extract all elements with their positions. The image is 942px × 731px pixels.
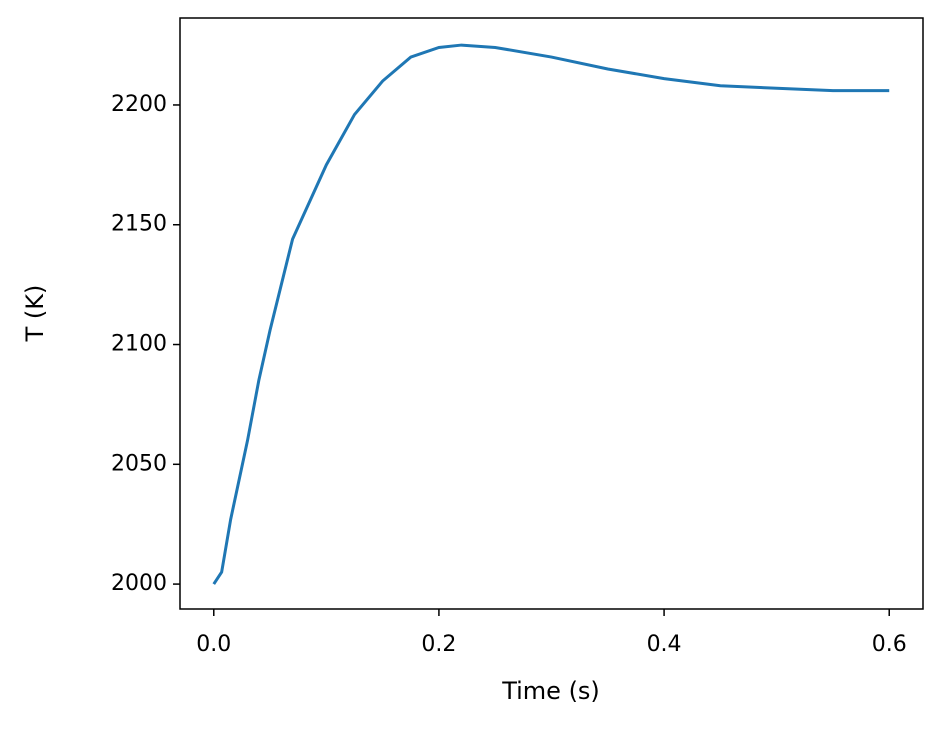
y-tick-label: 2150 — [111, 212, 167, 237]
x-tick-label: 0.6 — [872, 632, 907, 657]
y-tick-label: 2200 — [111, 92, 167, 117]
x-axis-label: Time (s) — [501, 677, 600, 705]
data-line — [212, 43, 890, 585]
y-tick-label: 2100 — [111, 332, 167, 357]
x-tick-label: 0.4 — [647, 632, 682, 657]
y-tick-label: 2050 — [111, 451, 167, 476]
y-axis-label: T (K) — [21, 285, 49, 343]
y-tick-label: 2000 — [111, 571, 167, 596]
x-tick-label: 0.2 — [421, 632, 456, 657]
x-tick-label: 0.0 — [196, 632, 231, 657]
plot-frame — [179, 17, 924, 610]
